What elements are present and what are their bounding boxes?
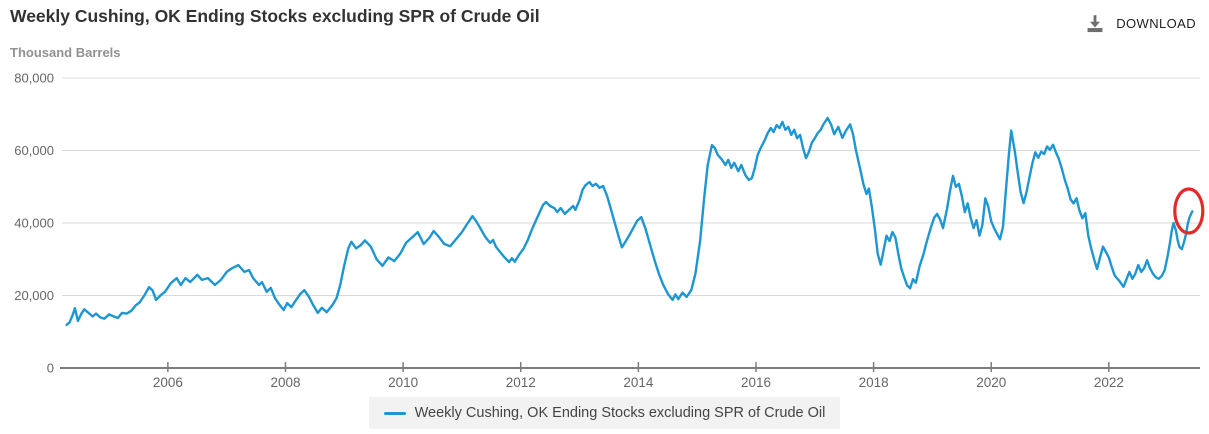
x-tick-label: 2020	[976, 375, 1006, 390]
x-tick-label: 2014	[623, 375, 654, 390]
y-tick-label: 80,000	[14, 71, 54, 86]
y-tick-label: 0	[47, 361, 54, 376]
x-tick-label: 2016	[741, 375, 771, 390]
y-tick-label: 60,000	[14, 143, 54, 158]
x-tick-label: 2018	[859, 375, 889, 390]
download-button[interactable]: DOWNLOAD	[1080, 11, 1200, 36]
legend-line-swatch	[383, 411, 406, 415]
y-tick-label: 40,000	[14, 216, 54, 231]
chart-title: Weekly Cushing, OK Ending Stocks excludi…	[10, 6, 540, 26]
x-tick-label: 2006	[153, 375, 183, 390]
x-tick-label: 2012	[506, 375, 536, 390]
download-icon	[1084, 13, 1106, 34]
series-line[interactable]	[65, 116, 1194, 327]
y-axis-unit-label: Thousand Barrels	[10, 45, 121, 60]
x-tick-label: 2022	[1094, 375, 1124, 390]
download-label: DOWNLOAD	[1116, 16, 1196, 31]
highlight-ellipse	[1173, 187, 1205, 235]
x-tick-label: 2008	[270, 375, 300, 390]
y-tick-label: 20,000	[14, 288, 54, 303]
x-tick-label: 2010	[388, 375, 418, 390]
legend-label: Weekly Cushing, OK Ending Stocks excludi…	[414, 405, 826, 421]
legend-item[interactable]: Weekly Cushing, OK Ending Stocks excludi…	[368, 397, 841, 429]
legend: Weekly Cushing, OK Ending Stocks excludi…	[0, 397, 1209, 429]
